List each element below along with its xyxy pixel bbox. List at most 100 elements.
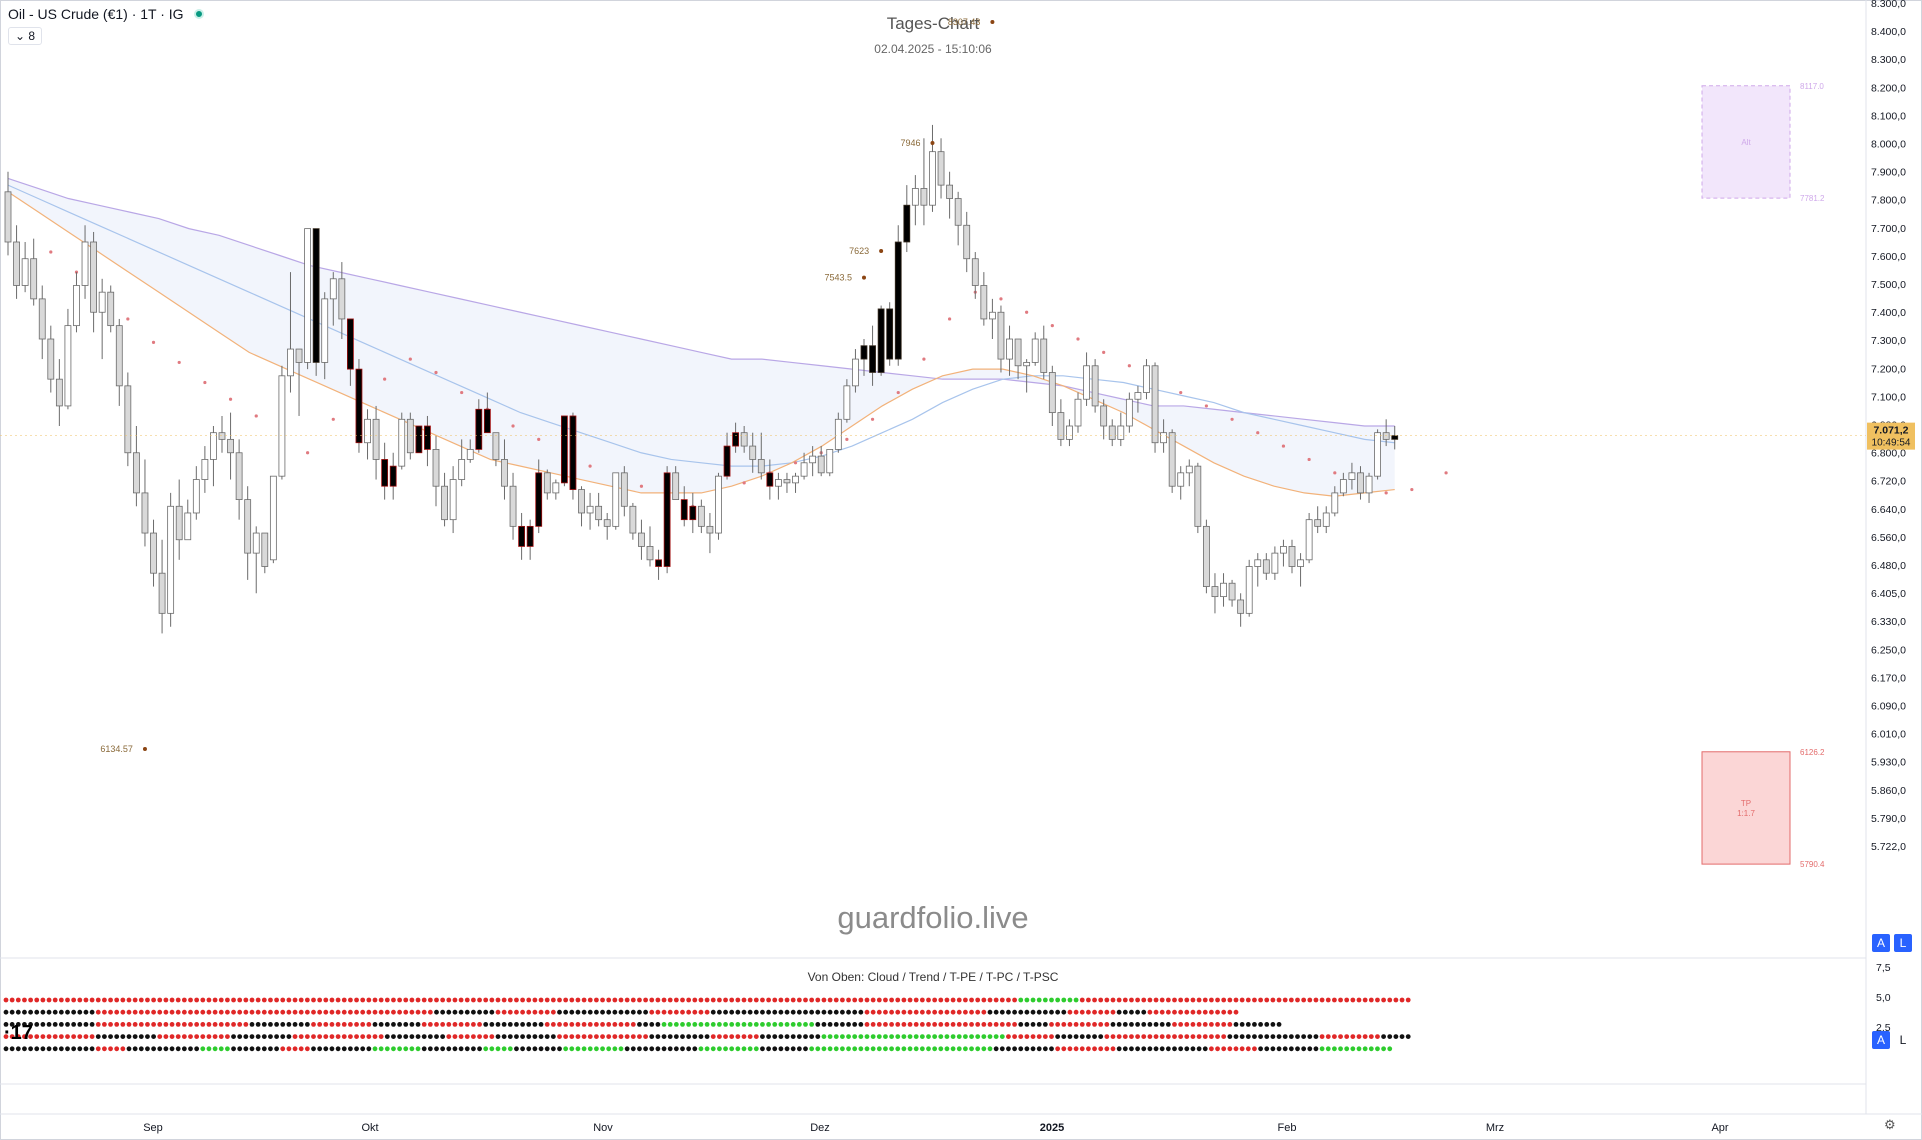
- indicator-dot: [514, 997, 519, 1003]
- indicator-dot: [1159, 1009, 1165, 1015]
- indicator-dot: [1098, 1022, 1104, 1027]
- candle-body: [629, 505, 637, 534]
- indicator-auto-scale-button[interactable]: A: [1872, 1031, 1890, 1049]
- indicator-dot: [1202, 1046, 1208, 1052]
- auto-scale-button[interactable]: A: [1872, 934, 1890, 952]
- price-tick-label: 7.700,0: [1871, 223, 1906, 235]
- candle-body: [578, 489, 585, 514]
- indicator-dot: [138, 997, 144, 1003]
- indicator-dot: [852, 1022, 858, 1027]
- price-tick-label: 7.500,0: [1871, 279, 1906, 291]
- indicator-dot: [581, 1022, 587, 1027]
- psar-dot: [896, 390, 900, 395]
- indicator-dot: [969, 1022, 974, 1027]
- indicator-dot: [710, 997, 716, 1003]
- price-tick-label: 7.600,0: [1871, 251, 1906, 263]
- indicator-dot: [686, 997, 692, 1003]
- indicator-dot: [544, 1009, 550, 1015]
- indicator-dot: [1018, 1022, 1024, 1027]
- price-tick-label: 5.930,0: [1871, 757, 1906, 769]
- indicator-dot: [366, 1009, 372, 1015]
- indicator-dot: [876, 1022, 882, 1027]
- indicator-dot: [415, 997, 421, 1003]
- indicator-dot: [815, 997, 821, 1003]
- indicator-dot: [384, 1046, 390, 1052]
- indicator-dot: [1375, 1046, 1380, 1052]
- indicator-dot: [212, 1046, 218, 1052]
- price-tick-label: 7.400,0: [1871, 307, 1906, 319]
- indicator-dot: [206, 1022, 212, 1027]
- candle-body: [1322, 512, 1330, 527]
- indicator-dot: [1288, 1046, 1294, 1052]
- indicator-dot: [569, 1009, 575, 1015]
- candle-body: [1254, 559, 1262, 567]
- indicator-dot: [1196, 1009, 1202, 1015]
- indicator-dot: [919, 1046, 925, 1052]
- indicator-toggle-button[interactable]: ⌄ 8: [8, 27, 43, 45]
- indicator-dot: [575, 1009, 581, 1015]
- indicator-dot: [218, 997, 224, 1003]
- ma-cloud-band: [8, 178, 1395, 497]
- indicator-dot: [766, 1046, 771, 1052]
- candle-body: [612, 472, 620, 527]
- indicator-dot: [151, 1022, 157, 1027]
- symbol-title[interactable]: Oil - US Crude (€1) · 1T · IG: [8, 6, 184, 22]
- indicator-dot: [298, 1046, 304, 1052]
- indicator-dot: [1239, 1034, 1245, 1039]
- indicator-dot: [1313, 997, 1319, 1003]
- price-tick-label: 8.200,0: [1871, 82, 1906, 94]
- candle-body: [1305, 519, 1313, 561]
- time-tick-label: Sep: [143, 1122, 163, 1134]
- indicator-dot: [790, 997, 796, 1003]
- candle-body: [1374, 432, 1381, 477]
- indicator-dot: [1036, 1009, 1042, 1015]
- indicator-dot: [1061, 1022, 1067, 1027]
- gear-icon[interactable]: ⚙: [1884, 1117, 1896, 1132]
- candle-body: [775, 479, 782, 487]
- indicator-dot: [231, 1022, 236, 1027]
- indicator-dot: [95, 1022, 101, 1027]
- indicator-dot: [175, 1009, 181, 1015]
- indicator-dot: [9, 1022, 15, 1027]
- indicator-dot: [452, 1034, 458, 1039]
- indicator-dot: [1393, 997, 1399, 1003]
- indicator-dot: [1153, 1022, 1159, 1027]
- indicator-log-scale-button[interactable]: L: [1899, 1033, 1907, 1047]
- indicator-dot: [919, 1022, 925, 1027]
- indicator-dot: [317, 1046, 323, 1052]
- indicator-dot: [686, 1022, 692, 1027]
- indicator-dot: [661, 1022, 667, 1027]
- indicator-dot: [175, 1034, 181, 1039]
- indicator-dot: [673, 1034, 679, 1039]
- indicator-dot: [796, 1034, 802, 1039]
- indicator-dot: [1202, 1022, 1208, 1027]
- indicator-dot: [655, 1009, 661, 1015]
- tp-zone-box: [1701, 751, 1791, 865]
- indicator-dot: [1024, 997, 1030, 1003]
- indicator-dot: [120, 997, 126, 1003]
- log-scale-button[interactable]: L: [1894, 934, 1912, 952]
- indicator-dot: [821, 1022, 827, 1027]
- candle-body: [766, 472, 774, 487]
- indicator-dot: [870, 1022, 876, 1027]
- candle-body: [312, 228, 320, 363]
- indicator-dot: [1036, 1034, 1042, 1039]
- indicator-dot: [65, 1046, 70, 1052]
- indicator-dot: [323, 997, 329, 1003]
- indicator-dot: [680, 1009, 685, 1015]
- candle-body: [381, 459, 389, 487]
- indicator-dot: [1006, 1034, 1011, 1039]
- indicator-dot: [993, 997, 999, 1003]
- price-tick-label: 7.300,0: [1871, 335, 1906, 347]
- indicator-dot: [471, 1009, 476, 1015]
- indicator-dot: [188, 1022, 193, 1027]
- indicator-dot: [883, 1046, 888, 1052]
- indicator-dot: [1332, 1034, 1337, 1039]
- indicator-dot: [1184, 1009, 1190, 1015]
- candle-body: [1314, 519, 1322, 527]
- indicator-dot: [1184, 997, 1190, 1003]
- indicator-dot: [649, 1046, 655, 1052]
- indicator-dot: [550, 997, 556, 1003]
- indicator-dot: [803, 1046, 808, 1052]
